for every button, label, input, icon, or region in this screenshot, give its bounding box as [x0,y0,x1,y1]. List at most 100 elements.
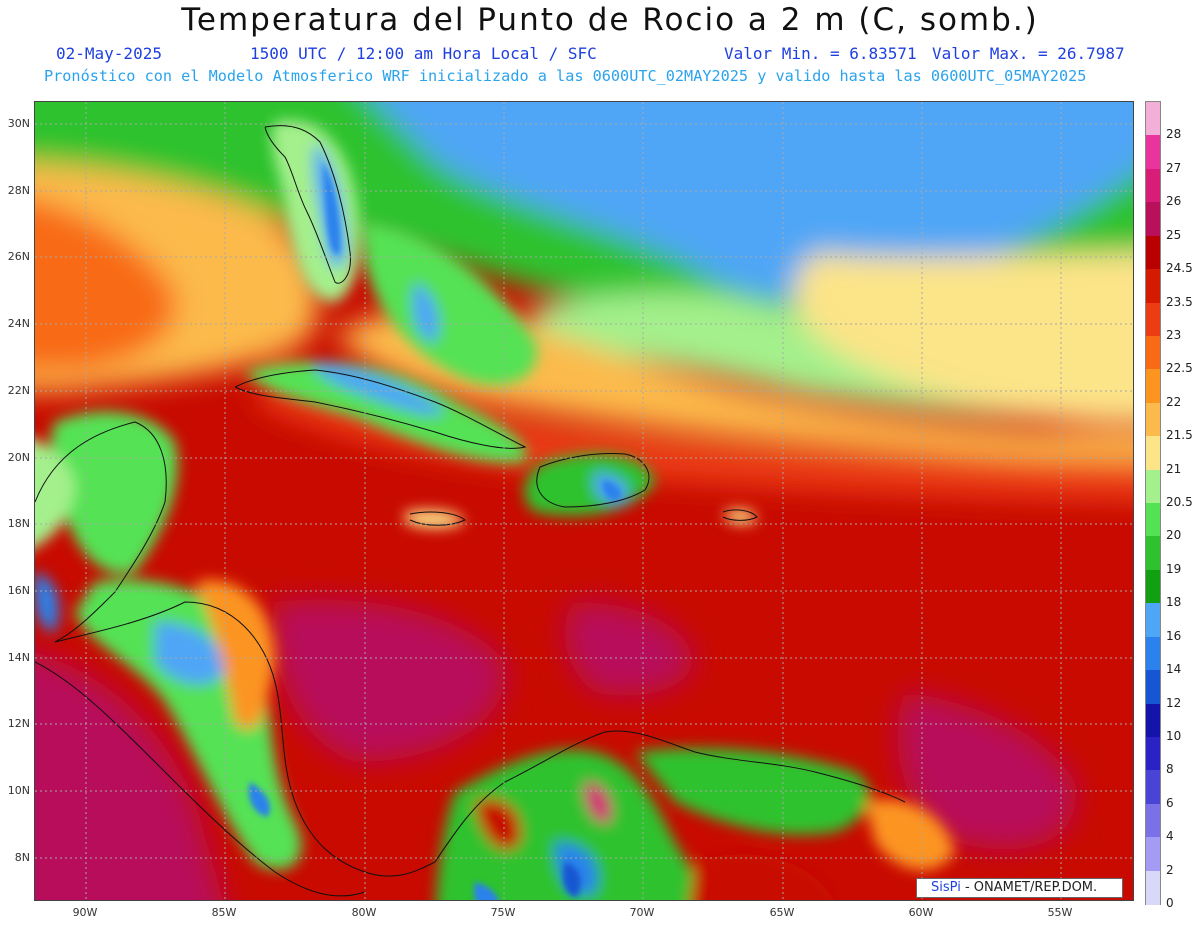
field-detail [35,120,955,900]
lake-blue [474,882,499,900]
credit-brand: SisPi [931,880,961,895]
maracaibo-pink [584,782,612,823]
forecast-date: 02-May-2025 [56,44,162,63]
band-redorange [255,362,1133,502]
panama-blue [248,782,271,817]
legend-swatch [1146,503,1160,538]
band-blue-atlantic [375,102,1133,303]
legend-label: 20 [1166,528,1182,543]
legend-label: 20.5 [1166,495,1193,509]
yucatan-blue [35,572,59,632]
pink-pacific [35,652,223,900]
legend-label: 18 [1166,595,1182,610]
lat-tick: 10N [7,784,30,797]
legend-label: 6 [1166,795,1174,810]
legend-label: 23.5 [1166,294,1193,309]
dewpoint-map [34,101,1134,901]
venezuela-green [635,748,870,835]
yucatan-green [50,411,178,574]
map-title: Temperatura del Punto de Rocio a 2 m (C,… [181,2,1039,38]
legend-label: 22.5 [1166,361,1193,376]
legend-label: 25 [1166,227,1182,242]
florida-blue-core [323,162,341,254]
lon-tick: 75W [490,906,516,919]
field-fine [248,162,622,900]
lat-tick: 22N [7,384,30,397]
legend-swatch [1146,837,1160,872]
lon-tick: 80W [351,906,377,919]
lat-tick: 12N [7,717,30,730]
lat-tick: 20N [7,451,30,464]
lon-tick: 60W [908,906,934,919]
venezuela-red [690,854,834,900]
lon-tick: 65W [769,906,795,919]
legend-label: 19 [1166,561,1182,576]
legend-swatch [1146,636,1160,671]
bahamas-blue [412,282,439,342]
legend-label: 26 [1166,194,1182,209]
legend-swatch [1146,335,1160,370]
legend-swatch [1146,436,1160,471]
lat-tick: 18N [7,517,30,530]
legend-label: 21.5 [1166,428,1193,443]
legend-label: 16 [1166,628,1182,643]
yucatan-yellow [35,439,75,548]
legend-swatch [1146,168,1160,203]
legend-swatch [1146,235,1160,270]
legend-label: 22 [1166,394,1182,409]
lat-tick: 14N [7,651,30,664]
legend-swatch [1146,770,1160,805]
legend-swatch [1146,402,1160,437]
colombia-green [436,749,710,900]
legend-label: 2 [1166,862,1174,877]
legend-swatch [1146,202,1160,237]
legend-label: 27 [1166,160,1182,175]
legend-label: 12 [1166,695,1182,710]
gulf-orange [35,199,177,372]
min-value: Valor Min. = 6.83571 [724,44,917,63]
legend-label: 24.5 [1166,261,1193,276]
legend-swatch [1146,803,1160,838]
honduras-orange [195,580,275,730]
lon-tick: 90W [72,906,98,919]
graticule [35,102,1133,900]
lat-tick: 16N [7,584,30,597]
forecast-time: 1500 UTC / 12:00 am Hora Local / SFC [250,44,597,63]
lat-tick: 24N [7,317,30,330]
field-broad [35,102,1133,900]
colombia-deepblue [563,862,581,897]
lat-tick: 30N [7,117,30,130]
band-yellow-east [794,252,1133,424]
legend-label: 14 [1166,662,1182,677]
lat-tick: 28N [7,184,30,197]
legend-swatch [1146,102,1160,137]
legend-swatch [1146,569,1160,604]
legend-label: 23 [1166,327,1182,342]
legend-swatch [1146,603,1160,638]
pink-mid [564,602,695,696]
legend-swatch [1146,536,1160,571]
legend-label: 28 [1166,127,1182,142]
legend-swatch [1146,469,1160,504]
lat-tick: 8N [14,851,30,864]
colombia-red [475,799,521,850]
legend-swatch [1146,135,1160,170]
lon-tick: 70W [629,906,655,919]
legend-swatch [1146,269,1160,304]
lon-tick: 85W [211,906,237,919]
legend-swatch [1146,302,1160,337]
legend-swatch [1146,703,1160,738]
legend-swatch [1146,870,1160,905]
cuba-green [245,362,527,463]
color-legend [1145,101,1161,905]
legend-label: 4 [1166,829,1174,844]
bahamas-green [365,222,537,385]
max-value: Valor Max. = 26.7987 [932,44,1125,63]
pink-east [897,692,1077,850]
guyana-orange [865,799,955,871]
legend-label: 8 [1166,762,1174,777]
legend-label: 0 [1166,896,1174,910]
model-info: Pronóstico con el Modelo Atmosferico WRF… [44,67,1087,85]
lon-tick: 55W [1047,906,1073,919]
dewpoint-field [35,102,1133,900]
